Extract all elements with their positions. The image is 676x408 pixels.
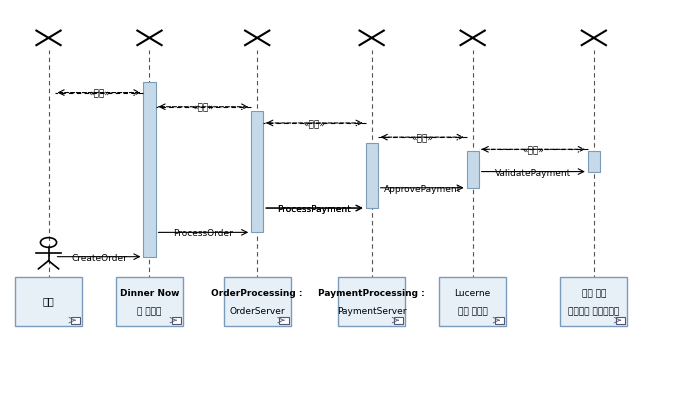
Text: ProcessOrder: ProcessOrder [174,229,233,238]
Text: CreateOrder: CreateOrder [71,254,127,263]
Bar [15,277,82,326]
Bar [71,317,80,324]
Text: 고객: 고객 [43,296,54,306]
Bar [172,317,181,324]
Bar [495,317,504,324]
Bar [466,151,479,188]
Text: OrderServer: OrderServer [229,308,285,317]
Bar [616,317,625,324]
Text: «반환»: «반환» [411,134,433,143]
Bar [587,151,600,172]
Text: ProcessPayment: ProcessPayment [278,205,352,214]
Bar [560,277,627,326]
Bar [394,317,404,324]
Text: OrderProcessing :: OrderProcessing : [212,289,303,299]
Bar [251,111,263,233]
Text: 지불 시스템: 지불 시스템 [458,308,487,317]
Bar [224,277,291,326]
Text: «반환»: «반환» [304,120,325,129]
Text: Lucerne: Lucerne [454,289,491,299]
Text: ProcessPayment: ProcessPayment [278,205,352,214]
Text: «반환»: «반환» [523,146,544,155]
Text: 프로세서 게이트웨이: 프로세서 게이트웨이 [569,308,619,317]
Bar [143,82,155,257]
Text: ApprovePayment: ApprovePayment [383,185,461,194]
Text: PaymentProcessing :: PaymentProcessing : [318,289,425,299]
Text: «반환»: «반환» [193,104,214,113]
Bar [439,277,506,326]
Bar [279,317,289,324]
Text: Dinner Now: Dinner Now [120,289,179,299]
Text: PaymentServer: PaymentServer [337,308,406,317]
Text: «반환»: «반환» [88,90,110,99]
Bar [116,277,183,326]
Text: 외부 지불: 외부 지불 [581,289,606,299]
Text: 웹 사이트: 웹 사이트 [137,308,162,317]
Bar [338,277,406,326]
Bar [366,143,378,208]
Text: ValidatePayment: ValidatePayment [495,169,571,177]
